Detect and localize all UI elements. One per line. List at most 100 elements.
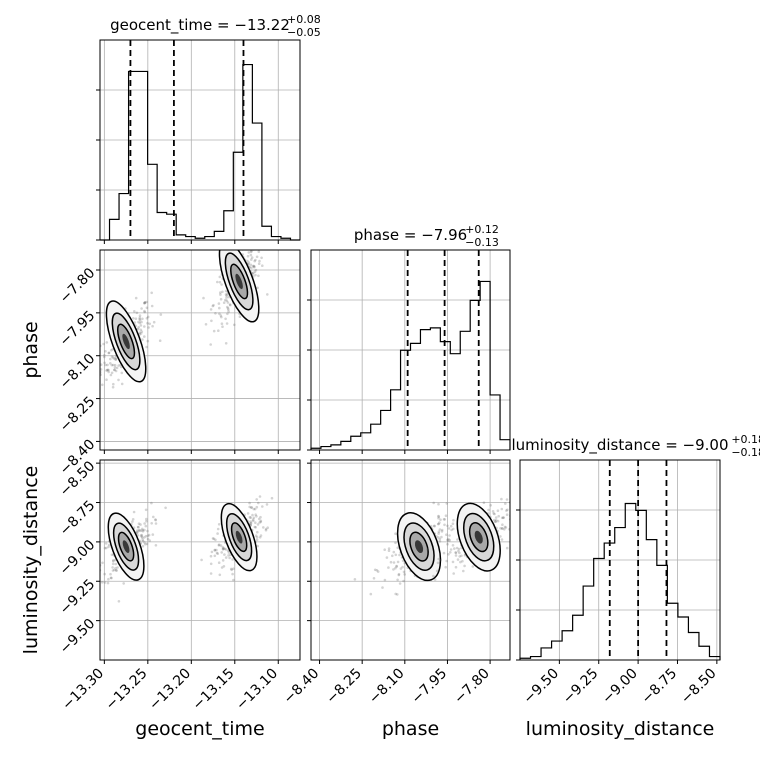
sample-point [164,506,167,510]
sample-point [150,304,154,308]
sample-point [114,356,117,360]
sample-point [387,547,391,550]
sample-point [101,561,104,565]
sample-point [454,551,458,554]
sample-point [112,382,115,386]
sample-point [232,567,235,570]
sample-point [146,321,149,325]
sample-point [437,522,440,526]
sample-point [136,529,139,532]
sample-point [148,539,151,542]
sample-point [252,519,255,523]
sample-point [137,320,140,324]
sample-point [133,321,137,324]
sample-point [220,566,224,569]
sample-point [513,503,516,506]
sample-point [447,537,450,541]
sample-point [389,560,393,564]
sample-point [147,326,150,329]
sample-point [113,568,116,572]
sample-point [462,569,465,573]
sample-point [143,301,146,305]
sample-point [217,523,221,526]
sample-point [265,503,269,506]
sample-point [139,534,143,537]
sample-point [440,530,444,533]
x-tick-label: −13.15 [190,666,238,714]
sample-point [255,246,258,249]
sample-point [204,323,208,326]
sample-point [113,363,117,367]
sample-point [140,535,143,538]
sample-point [396,546,400,550]
sample-point [224,289,228,293]
y-tick-label: −7.95 [57,308,99,350]
sample-point [266,526,270,529]
sample-point [103,546,107,550]
sample-point [499,527,502,530]
sample-point [113,368,116,372]
x-tick-label: −8.10 [366,666,408,708]
sample-point [254,268,258,272]
sample-point [120,382,124,386]
sample-point [494,516,498,519]
sample-point [150,291,153,295]
sample-point [103,355,106,359]
sample-point [144,534,148,538]
sample-point [233,323,236,327]
sample-point [102,342,105,346]
sample-point [238,315,242,319]
sample-point [456,558,460,561]
sample-point [222,565,226,568]
sample-point [246,512,250,515]
sample-point [137,522,141,525]
sample-point [146,537,150,541]
sample-point [225,296,228,299]
sample-point [449,524,453,528]
sample-point [259,519,263,523]
sample-point [458,551,461,555]
sample-point [106,368,110,372]
sample-point [135,311,139,315]
sample-point [394,553,398,557]
y-tick-label: −9.25 [57,576,99,618]
sample-point [376,570,380,573]
sample-point [266,293,269,296]
sample-point [107,545,110,549]
sample-point [513,517,516,520]
sample-point [500,497,503,501]
sample-point [252,264,256,268]
x-axis-geocent_time: −13.30−13.25−13.20−13.15−13.10 geocent_ti… [59,660,281,740]
sample-point [452,572,456,575]
title-geocent_time: geocent_time = −13.22 [110,16,290,35]
x-tick-label: −13.10 [233,666,281,714]
x-tick-label: −8.50 [678,666,720,708]
sample-point [138,314,142,317]
sample-point [152,515,155,519]
sample-point [113,368,116,372]
sample-point [103,581,107,584]
sample-point [88,569,91,572]
sample-point [122,582,125,585]
sample-point [255,538,259,542]
sample-point [432,501,436,505]
sample-point [104,542,108,545]
sample-point [259,534,263,537]
sample-point [255,255,259,259]
sample-point [270,496,274,500]
sample-point [96,566,99,569]
sample-point [250,258,253,261]
sample-point [145,517,148,521]
sample-point [230,568,233,572]
sample-point [224,556,228,559]
sample-point [500,538,504,541]
sample-point [114,562,118,566]
sample-point [131,520,134,523]
sample-point [109,576,113,580]
sample-point [489,504,493,507]
sample-point [454,554,458,557]
sample-point [396,560,400,564]
sample-point [114,358,117,361]
sample-point [395,564,398,568]
sample-point [254,526,257,529]
